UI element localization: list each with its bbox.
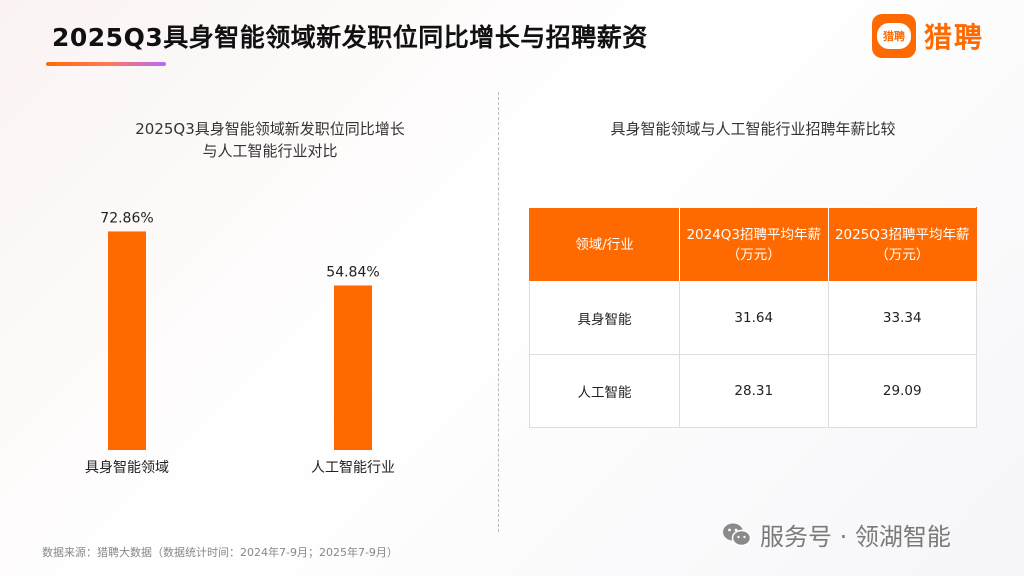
- cell-value: 28.31: [679, 354, 829, 428]
- table-title: 具身智能领域与人工智能行业招聘年薪比较: [610, 120, 896, 138]
- header-unit: （万元）: [875, 246, 930, 263]
- header-text: 2024Q3招聘平均年薪: [686, 226, 822, 243]
- row-label: 人工智能: [529, 354, 680, 428]
- logo-icon: 猎聘: [872, 14, 916, 58]
- page-title: 2025Q3具身智能领域新发职位同比增长与招聘薪资: [52, 23, 648, 52]
- table-header-row: 领域/行业 2024Q3招聘平均年薪 （万元） 2025Q3招聘平均年薪 （万元…: [529, 207, 977, 282]
- chart-title-line1: 2025Q3具身智能领域新发职位同比增长: [135, 120, 405, 138]
- data-source-note: 数据来源：猎聘大数据（数据统计时间：2024年7-9月；2025年7-9月）: [42, 546, 398, 559]
- watermark-text: 服务号 · 领湖智能: [760, 523, 951, 551]
- table-row: 具身智能 31.64 33.34: [529, 281, 977, 355]
- header-text: 2025Q3招聘平均年薪: [834, 226, 970, 243]
- header-text: 领域/行业: [575, 236, 634, 253]
- table-row: 人工智能 28.31 29.09: [529, 354, 977, 428]
- header-cell-2025: 2025Q3招聘平均年薪 （万元）: [827, 207, 977, 282]
- salary-table: 领域/行业 2024Q3招聘平均年薪 （万元） 2025Q3招聘平均年薪 （万元…: [529, 207, 977, 428]
- cell-value: 31.64: [679, 281, 829, 355]
- bar-1: [108, 231, 146, 450]
- logo-text: 猎聘: [924, 21, 985, 54]
- category-label-2: 人工智能行业: [311, 460, 395, 476]
- cell-value: 29.09: [827, 354, 977, 428]
- chart-title-line2: 与人工智能行业对比: [202, 142, 338, 160]
- cell-value: 33.34: [827, 281, 977, 355]
- header-unit: （万元）: [726, 246, 781, 263]
- data-label-2: 54.84%: [326, 264, 379, 280]
- logo-bubble: 猎聘: [877, 23, 911, 49]
- wechat-icon: [723, 523, 752, 546]
- bar-chart: 72.86% 具身智能领域 54.84% 人工智能行业: [85, 210, 395, 476]
- title-underline: [46, 62, 166, 66]
- brand-logo: 猎聘 猎聘: [872, 14, 984, 58]
- header-cell-2024: 2024Q3招聘平均年薪 （万元）: [679, 207, 829, 282]
- bar-2: [334, 285, 372, 450]
- header-cell-domain: 领域/行业: [529, 207, 680, 282]
- row-label: 具身智能: [529, 281, 680, 355]
- category-label-1: 具身智能领域: [85, 460, 169, 476]
- watermark: 服务号 · 领湖智能: [722, 517, 951, 552]
- data-label-1: 72.86%: [100, 210, 153, 226]
- section-divider: [498, 92, 499, 532]
